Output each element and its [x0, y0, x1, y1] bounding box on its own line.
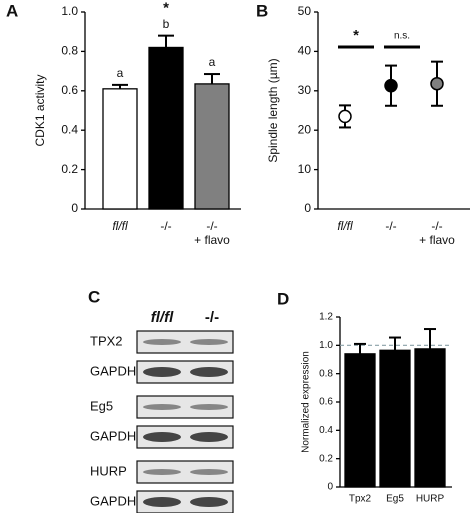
x-tick-label-box: -/-: [160, 219, 172, 233]
x-tick-label: -/-: [385, 219, 397, 233]
y-axis-label: Spindle length (µm): [266, 58, 280, 162]
y-tick-label: 0.2: [61, 162, 78, 176]
bar: [379, 349, 411, 488]
blot-band: [143, 469, 181, 475]
blot-row-label: TPX2: [90, 333, 123, 348]
blot-band: [143, 367, 181, 377]
blot-band: [143, 339, 181, 345]
blot-band: [143, 497, 181, 507]
group-letter: b: [163, 17, 170, 31]
dot: [338, 109, 352, 124]
blot-band: [190, 367, 228, 377]
blot-row-label: GAPDH: [90, 363, 136, 378]
y-axis-label: Normalized expression: [301, 351, 312, 453]
dot: [384, 78, 398, 93]
x-tick-label: -/- + flavo: [194, 219, 230, 247]
panel-label: A: [6, 1, 18, 20]
blot-column: fl/fl: [151, 309, 174, 326]
x-tick-label-box: fl/fl: [112, 219, 128, 233]
x-tick-label: Tpx2: [349, 494, 372, 505]
blot-strip: [136, 490, 234, 513]
panel-label: B: [256, 1, 268, 20]
y-tick-label: 0: [71, 201, 78, 215]
y-tick-label: 0.2: [319, 453, 333, 464]
blot-strip: [136, 395, 234, 419]
x-tick-label-box: -/-: [385, 219, 397, 233]
blot-row-label: Eg5: [90, 398, 113, 413]
y-tick-label: 0.4: [61, 122, 78, 136]
y-tick-label: 0.8: [319, 368, 333, 379]
panel-label: D: [277, 289, 289, 308]
blot-strip: [136, 360, 234, 384]
blot-band: [143, 404, 181, 410]
bar: [414, 348, 446, 488]
bar: [102, 88, 138, 210]
y-tick-label: 10: [298, 162, 312, 176]
y-tick-label: 1.2: [319, 312, 333, 323]
bar: [148, 46, 184, 210]
y-tick-label: 0.6: [319, 397, 333, 408]
group-letter: a: [209, 55, 216, 69]
x-tick-label: fl/fl: [337, 219, 353, 233]
y-tick-label: 1.0: [61, 4, 78, 18]
y-tick-label: 40: [298, 44, 312, 58]
blot-row-label: HURP: [90, 463, 127, 478]
bar: [344, 353, 376, 488]
y-tick-label: 30: [298, 83, 312, 97]
y-tick-label: 0: [327, 482, 333, 493]
x-tick-label: HURP: [416, 494, 445, 505]
x-tick-label-box: fl/fl: [337, 219, 353, 233]
blot-band: [190, 432, 228, 442]
panel-label: C: [88, 287, 100, 306]
y-axis-label: CDK1 activity: [33, 74, 47, 146]
bar: [194, 83, 230, 210]
blot-band: [190, 339, 228, 345]
x-tick-label: -/-: [160, 219, 172, 233]
blot-band: [190, 497, 228, 507]
blot-row-label: GAPDH: [90, 428, 136, 443]
y-tick-label: 20: [298, 122, 312, 136]
x-tick-label-box: -/- + flavo: [194, 219, 230, 247]
blot-band: [143, 432, 181, 442]
blot-band: [190, 404, 228, 410]
comparison-label: *: [353, 27, 359, 44]
significance-star: *: [163, 0, 169, 17]
dot: [430, 76, 444, 91]
y-tick-label: 1.0: [319, 340, 333, 351]
blot-strip: [136, 460, 234, 484]
x-tick-label: -/- + flavo: [419, 219, 455, 247]
x-tick-label: Eg5: [386, 494, 404, 505]
y-tick-label: 0: [304, 201, 311, 215]
blot-strip: [136, 425, 234, 449]
group-letter: a: [117, 66, 124, 80]
blot-band: [190, 469, 228, 475]
blot-column: -/-: [205, 309, 219, 326]
comparison-label: n.s.: [394, 31, 410, 42]
blot-row-label: GAPDH: [90, 493, 136, 508]
y-tick-label: 50: [298, 4, 312, 18]
blot-strip: [136, 330, 234, 354]
x-tick-label-box: -/- + flavo: [419, 219, 455, 247]
y-tick-label: 0.8: [61, 44, 78, 58]
x-tick-label: fl/fl: [112, 219, 128, 233]
y-tick-label: 0.6: [61, 83, 78, 97]
y-tick-label: 0.4: [319, 425, 333, 436]
